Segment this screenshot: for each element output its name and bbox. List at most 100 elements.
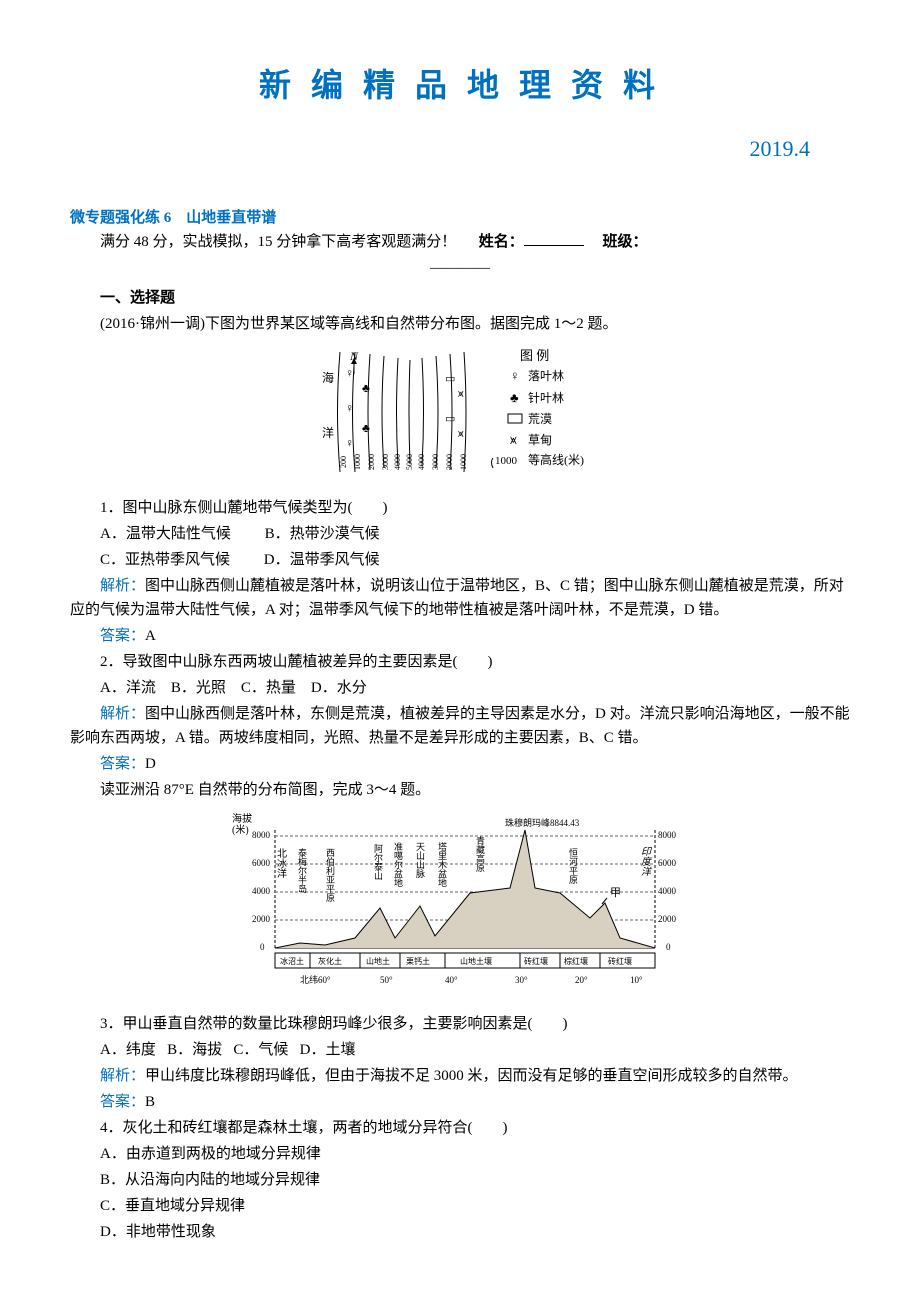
figure-1: 海 洋 N ♀ ♀ ♀ ♣ ♣ ▭ ▭ ⩙ ⩙ 200 bbox=[70, 342, 850, 490]
svg-text:♀: ♀ bbox=[345, 436, 354, 450]
svg-text:泰梅尔半岛: 泰梅尔半岛 bbox=[297, 847, 307, 894]
q3-analysis: 解析：甲山纬度比珠穆朗玛峰低，但由于海拔不足 3000 米，因而没有足够的垂直空… bbox=[70, 1064, 850, 1088]
svg-text:天山山脉: 天山山脉 bbox=[415, 842, 425, 878]
svg-text:0: 0 bbox=[666, 942, 671, 952]
q3-b: B．海拔 bbox=[167, 1042, 222, 1058]
svg-text:⩙: ⩙ bbox=[458, 389, 464, 400]
doc-date: 2019.4 bbox=[70, 131, 810, 166]
q2-d: D．水分 bbox=[311, 680, 367, 696]
q1-c: C．亚热带季风气候 bbox=[100, 552, 230, 568]
q1-opts-row1: A．温带大陆性气候 B．热带沙漠气候 bbox=[70, 522, 850, 546]
svg-text:8000: 8000 bbox=[252, 830, 271, 840]
svg-text:塔里木盆地: 塔里木盆地 bbox=[437, 841, 447, 887]
svg-text:6000: 6000 bbox=[658, 858, 677, 868]
q1-a: A．温带大陆性气候 bbox=[100, 526, 231, 542]
fig1-leg4: 草甸 bbox=[528, 433, 552, 447]
svg-text:0: 0 bbox=[260, 942, 265, 952]
svg-text:♀: ♀ bbox=[510, 368, 520, 383]
q2-c: C．热量 bbox=[241, 680, 296, 696]
svg-text:恒河平原: 恒河平原 bbox=[568, 847, 578, 884]
svg-text:5000: 5000 bbox=[405, 454, 414, 470]
analysis-label: 解析： bbox=[100, 1068, 145, 1084]
svg-text:1000: 1000 bbox=[459, 454, 468, 470]
svg-text:栗钙土: 栗钙土 bbox=[406, 956, 430, 966]
svg-text:♣: ♣ bbox=[510, 390, 519, 405]
svg-text:1000: 1000 bbox=[495, 455, 518, 467]
q4-stem: 4．灰化土和砖红壤都是森林土壤，两者的地域分异符合( ) bbox=[70, 1116, 850, 1140]
q1-answer: 答案：A bbox=[70, 624, 850, 648]
svg-text:3000: 3000 bbox=[381, 454, 390, 470]
svg-text:♀: ♀ bbox=[345, 366, 354, 380]
name-blank[interactable] bbox=[524, 231, 584, 246]
q1-stem: 1．图中山脉东侧山麓地带气候类型为( ) bbox=[70, 496, 850, 520]
svg-text:珠穆朗玛峰8844.43: 珠穆朗玛峰8844.43 bbox=[505, 817, 580, 828]
q2-analysis-text: 图中山脉西侧是落叶林，东侧是荒漠，植被差异的主导因素是水分，D 对。洋流只影响沿… bbox=[70, 706, 850, 746]
q4-d: D．非地带性现象 bbox=[70, 1220, 850, 1244]
svg-text:▭: ▭ bbox=[445, 413, 455, 425]
svg-text:8000: 8000 bbox=[658, 830, 677, 840]
svg-text:青藏高原: 青藏高原 bbox=[475, 835, 485, 872]
svg-text:3000: 3000 bbox=[431, 454, 440, 470]
svg-text:海拔: 海拔 bbox=[232, 812, 252, 825]
q3-a: A．纬度 bbox=[100, 1042, 156, 1058]
q3-analysis-text: 甲山纬度比珠穆朗玛峰低，但由于海拔不足 3000 米，因而没有足够的垂直空间形成… bbox=[145, 1068, 798, 1084]
exam-info-line: 满分 48 分，实战模拟，15 分钟拿下高考客观题满分！ 姓名： 班级： bbox=[70, 230, 850, 254]
q4-b: B．从沿海向内陆的地域分异规律 bbox=[70, 1168, 850, 1192]
svg-text:♣: ♣ bbox=[362, 381, 370, 395]
svg-text:⩙: ⩙ bbox=[510, 433, 517, 447]
q3-opts: A．纬度 B．海拔 C．气候 D．土壤 bbox=[70, 1038, 850, 1062]
svg-text:▭: ▭ bbox=[445, 373, 455, 385]
q3-answer: 答案：B bbox=[70, 1090, 850, 1114]
svg-text:10°: 10° bbox=[630, 975, 643, 985]
name-label: 姓名： bbox=[479, 234, 524, 250]
svg-text:1000: 1000 bbox=[353, 454, 362, 470]
svg-text:印度洋: 印度洋 bbox=[639, 846, 651, 876]
q3-stem: 3．甲山垂直自然带的数量比珠穆朗玛峰少很多，主要影响因素是( ) bbox=[70, 1012, 850, 1036]
figure-2: 海拔 (米) 8000 6000 4000 2000 0 8000 6000 4… bbox=[70, 808, 850, 1006]
svg-text:甲: 甲 bbox=[610, 887, 621, 899]
svg-text:准噶尔盆地: 准噶尔盆地 bbox=[393, 842, 403, 887]
svg-text:砖红壤: 砖红壤 bbox=[608, 956, 632, 966]
exam-info: 满分 48 分，实战模拟，15 分钟拿下高考客观题满分！ bbox=[100, 234, 456, 250]
answer-label: 答案： bbox=[100, 628, 145, 644]
svg-text:(米): (米) bbox=[232, 823, 249, 836]
svg-text:30°: 30° bbox=[515, 975, 528, 985]
svg-text:棕红壤: 棕红壤 bbox=[564, 956, 588, 966]
q3-answer-text: B bbox=[145, 1094, 155, 1110]
q4-a: A．由赤道到两极的地域分异规律 bbox=[70, 1142, 850, 1166]
svg-text:4000: 4000 bbox=[658, 886, 677, 896]
svg-text:山地土壤: 山地土壤 bbox=[460, 956, 492, 966]
main-title: 新 编 精 品 地 理 资 料 bbox=[70, 60, 850, 111]
svg-text:冰沼土: 冰沼土 bbox=[280, 956, 304, 966]
q2-a: A．洋流 bbox=[100, 680, 156, 696]
q1-b: B．热带沙漠气候 bbox=[265, 526, 380, 542]
fig1-leg5: 等高线(米) bbox=[528, 452, 584, 467]
svg-text:2000: 2000 bbox=[367, 454, 376, 470]
q1-analysis: 解析：图中山脉西侧山麓植被是落叶林，说明该山位于温带地区，B、C 错；图中山脉东… bbox=[70, 574, 850, 622]
svg-text:2000: 2000 bbox=[658, 914, 677, 924]
fig1-leg3: 荒漠 bbox=[528, 412, 552, 426]
svg-text:2000: 2000 bbox=[445, 454, 454, 470]
q2-analysis: 解析：图中山脉西侧是落叶林，东侧是荒漠，植被差异的主导因素是水分，D 对。洋流只… bbox=[70, 702, 850, 750]
answer-label: 答案： bbox=[100, 1094, 145, 1110]
svg-text:北纬60°: 北纬60° bbox=[300, 974, 331, 985]
svg-text:4000: 4000 bbox=[417, 454, 426, 470]
q4-c: C．垂直地域分异规律 bbox=[70, 1194, 850, 1218]
topic-title: 微专题强化练 6 山地垂直带谱 bbox=[70, 206, 850, 230]
analysis-label: 解析： bbox=[100, 578, 145, 594]
svg-text:♣: ♣ bbox=[362, 421, 370, 435]
svg-text:6000: 6000 bbox=[252, 858, 271, 868]
svg-text:2000: 2000 bbox=[252, 914, 271, 924]
fig1-leg1: 落叶林 bbox=[528, 369, 564, 383]
svg-text:北冰洋: 北冰洋 bbox=[275, 848, 287, 879]
fig1-sea-bot: 洋 bbox=[322, 425, 334, 440]
svg-text:山地土: 山地土 bbox=[366, 956, 390, 966]
q2-b: B．光照 bbox=[171, 680, 226, 696]
section-heading: 一、选择题 bbox=[70, 286, 850, 310]
fig1-legend-title: 图 例 bbox=[520, 348, 549, 363]
q1-d: D．温带季风气候 bbox=[264, 552, 380, 568]
divider: ———— bbox=[70, 256, 850, 280]
fig1-leg2: 针叶林 bbox=[528, 390, 564, 405]
svg-text:4000: 4000 bbox=[252, 886, 271, 896]
analysis-label: 解析： bbox=[100, 706, 145, 722]
